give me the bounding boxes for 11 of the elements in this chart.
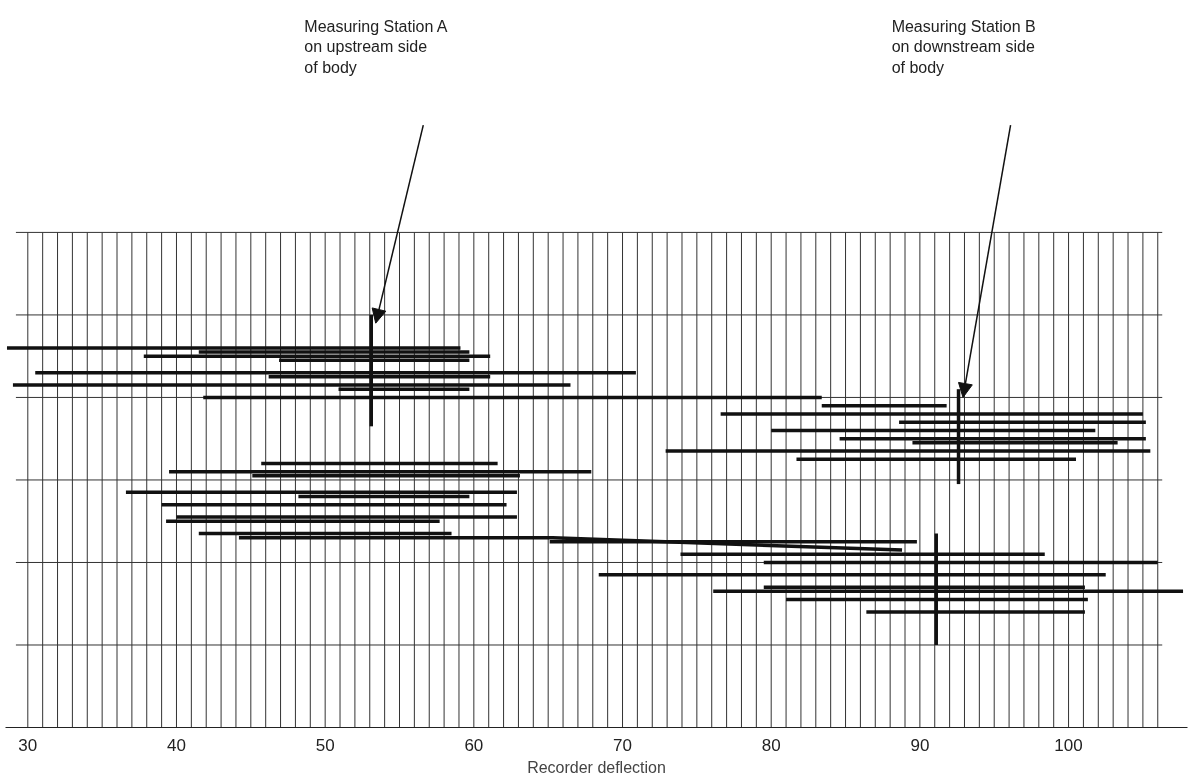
x-tick-label: 100 [1054, 735, 1083, 755]
x-tick-label: 50 [315, 735, 335, 755]
x-tick-label: 70 [613, 735, 632, 755]
x-tick-label: 60 [464, 735, 484, 755]
x-tick-label: 40 [167, 735, 186, 755]
x-tick-label: 90 [910, 735, 930, 755]
x-axis-title: Recorder deflection [527, 758, 666, 776]
x-tick-label: 80 [761, 735, 781, 755]
text: Measuring Station B on downstream side of body [891, 17, 1036, 76]
x-tick-label: 30 [18, 735, 38, 755]
text: Measuring Station A on upstream side of body [304, 17, 448, 76]
